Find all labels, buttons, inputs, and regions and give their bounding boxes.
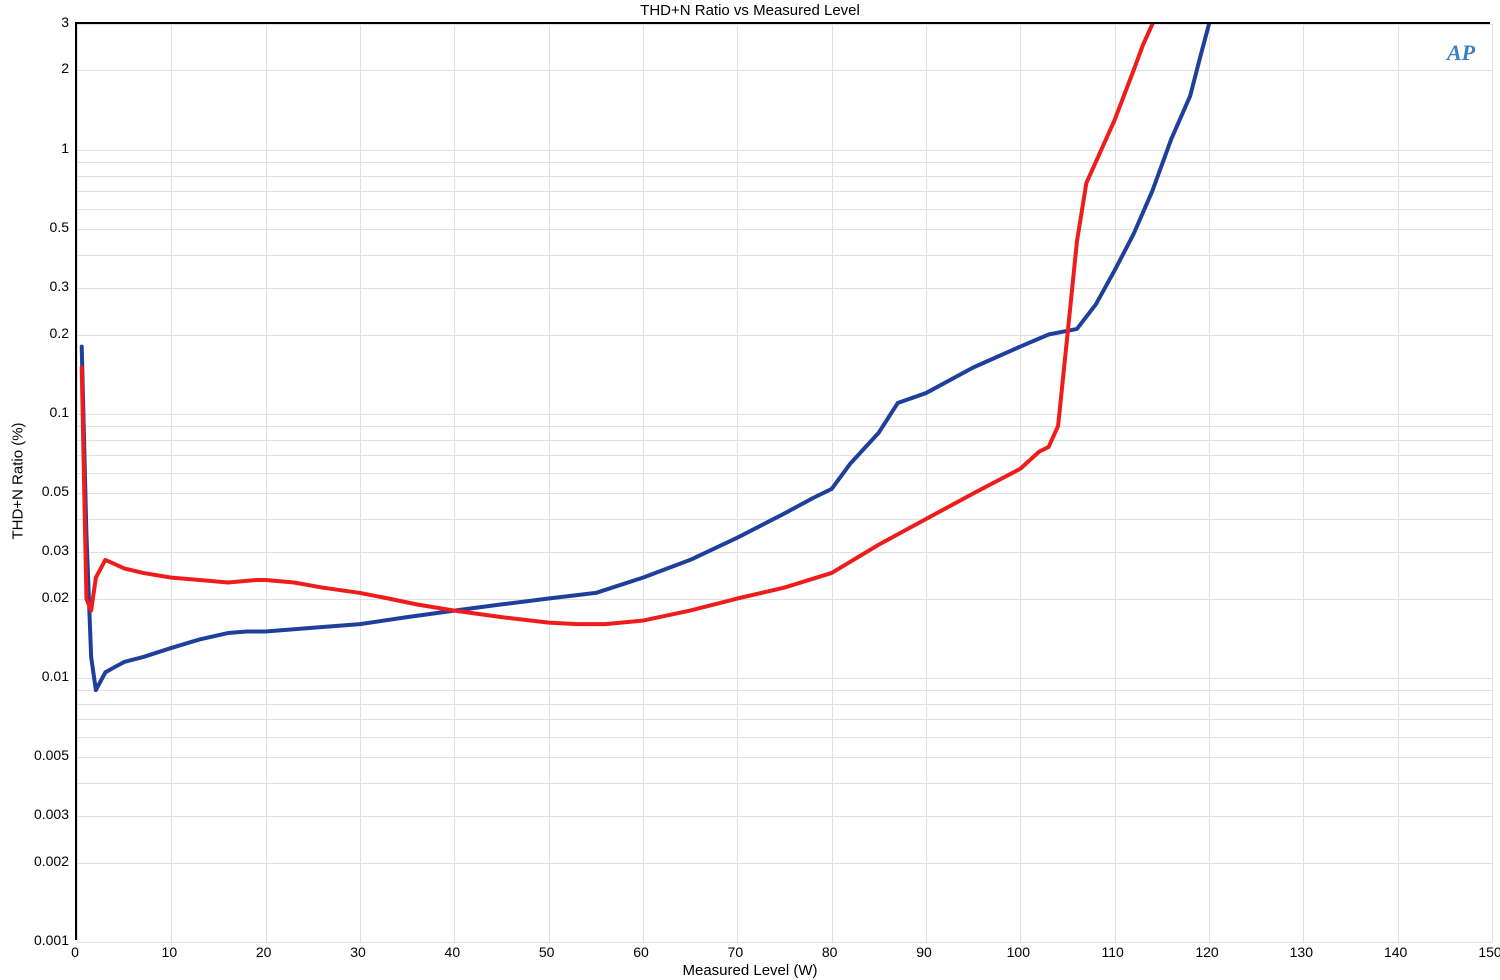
y-tick-label: 0.01 <box>42 668 69 684</box>
y-tick-label: 0.002 <box>34 853 69 869</box>
x-tick-label: 110 <box>1101 944 1123 960</box>
y-tick-label: 1 <box>61 140 69 156</box>
y-tick-label: 0.003 <box>34 806 69 822</box>
x-axis-label: Measured Level (W) <box>682 962 817 979</box>
x-tick-label: 100 <box>1007 944 1030 960</box>
y-tick-label: 2 <box>61 60 69 76</box>
x-tick-label: 20 <box>256 944 272 960</box>
x-tick-label: 80 <box>822 944 838 960</box>
y-tick-label: 0.2 <box>50 325 69 341</box>
x-tick-label: 130 <box>1290 944 1313 960</box>
y-tick-label: 0.3 <box>50 278 69 294</box>
x-tick-label: 140 <box>1384 944 1407 960</box>
y-tick-label: 0.001 <box>34 932 69 948</box>
grid-line-v <box>1492 24 1493 942</box>
y-axis-label: THD+N Ratio (%) <box>10 422 27 539</box>
y-tick-label: 0.1 <box>50 404 69 420</box>
y-tick-label: 0.02 <box>42 589 69 605</box>
x-tick-label: 0 <box>71 944 79 960</box>
y-tick-label: 0.05 <box>42 483 69 499</box>
chart-title: THD+N Ratio vs Measured Level <box>640 2 860 19</box>
x-tick-label: 60 <box>633 944 649 960</box>
thdn-chart: THD+N Ratio vs Measured Level AP Measure… <box>0 0 1500 980</box>
ap-logo: AP <box>1447 40 1475 66</box>
x-tick-label: 30 <box>350 944 366 960</box>
grid-line-h <box>77 942 1492 943</box>
series_red <box>82 24 1153 624</box>
x-tick-label: 90 <box>916 944 932 960</box>
x-tick-label: 50 <box>539 944 555 960</box>
y-tick-label: 0.03 <box>42 542 69 558</box>
series_blue <box>82 24 1209 690</box>
chart-lines <box>77 24 1492 942</box>
x-tick-label: 120 <box>1195 944 1218 960</box>
x-tick-label: 150 <box>1478 944 1500 960</box>
y-tick-label: 0.005 <box>34 747 69 763</box>
plot-frame: AP <box>75 22 1490 940</box>
x-tick-label: 70 <box>728 944 744 960</box>
x-tick-label: 10 <box>162 944 178 960</box>
x-tick-label: 40 <box>445 944 461 960</box>
y-tick-label: 0.5 <box>50 219 69 235</box>
y-tick-label: 3 <box>61 14 69 30</box>
